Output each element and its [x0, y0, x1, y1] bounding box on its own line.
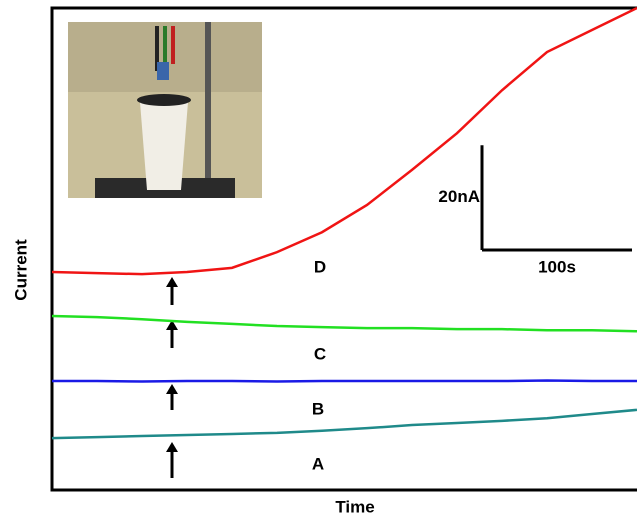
series-line	[52, 379, 637, 383]
series-line	[51, 6, 637, 276]
series-label: B	[312, 399, 324, 418]
series-label: C	[314, 344, 326, 363]
plot-frame	[50, 6, 637, 492]
series-label: A	[312, 454, 324, 473]
scale-bar-x-label: 100s	[538, 257, 576, 276]
scale-bar-y-label: 20nA	[438, 187, 480, 206]
series-line	[51, 408, 637, 440]
arrows	[166, 277, 178, 478]
series-label: D	[314, 257, 326, 276]
x-axis-label: Time	[335, 497, 374, 516]
y-axis-label: Current	[11, 239, 30, 301]
series-line	[51, 314, 637, 333]
inset-photo	[68, 22, 262, 198]
